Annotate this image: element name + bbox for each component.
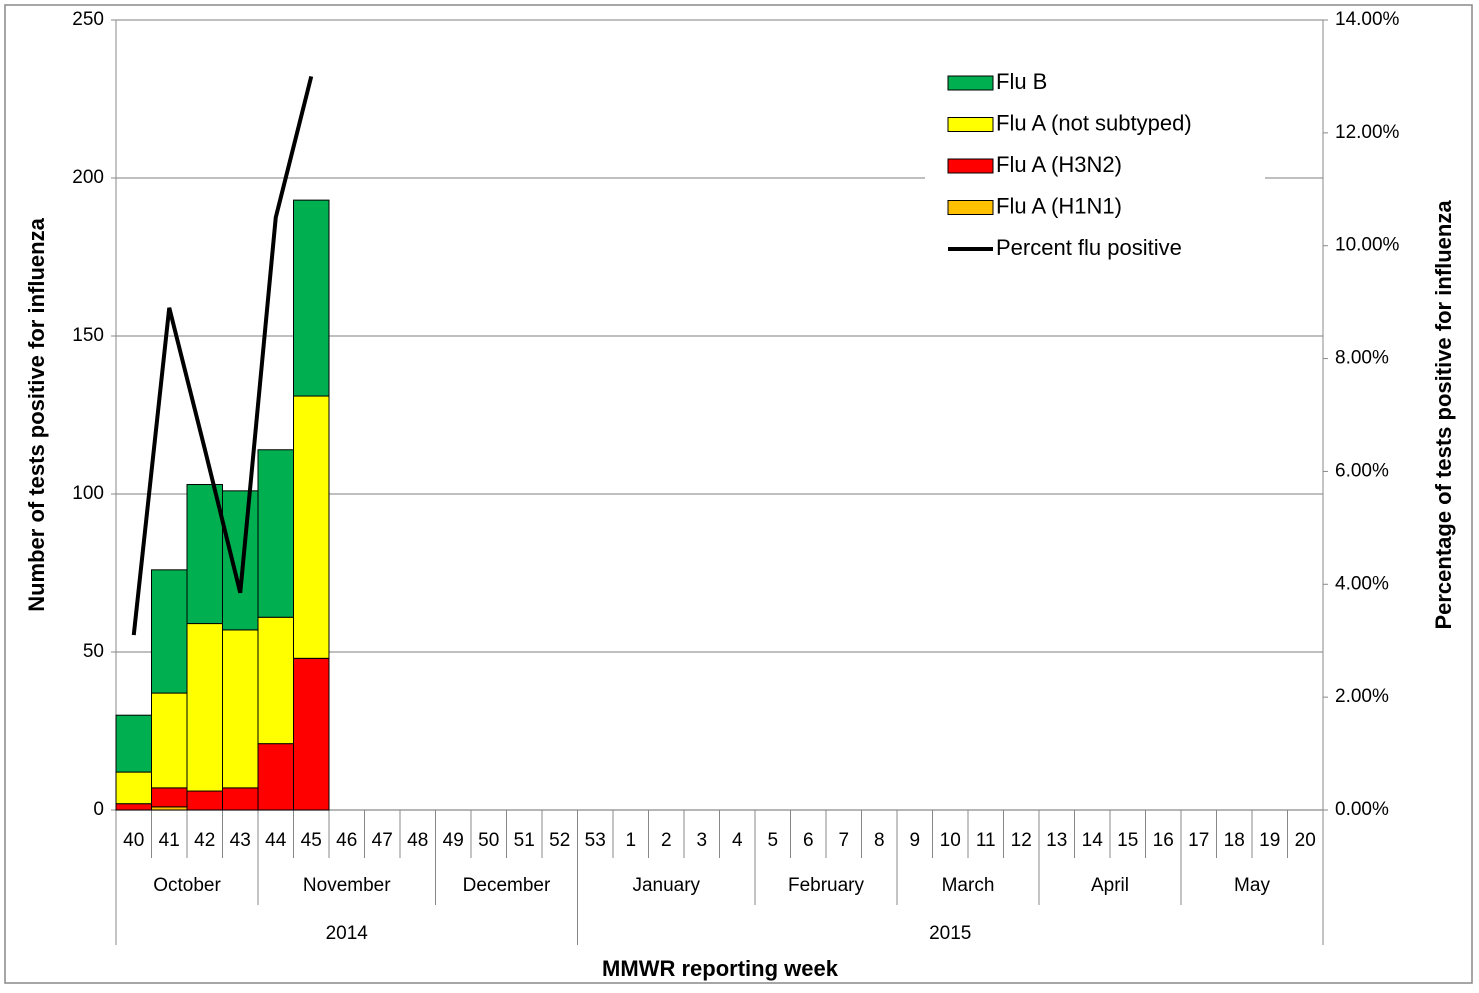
x-axis-title: MMWR reporting week — [602, 956, 839, 981]
x-tick-label: 48 — [407, 830, 428, 851]
line — [131, 75, 314, 636]
x-tick-label: 6 — [803, 830, 814, 851]
legend-swatch — [947, 117, 994, 132]
bar-segment — [222, 629, 259, 789]
x-tick-label: 5 — [767, 830, 778, 851]
bar-segment — [186, 484, 223, 625]
x-tick-label: 50 — [478, 830, 499, 851]
y2-tick-label: 10.00% — [1335, 235, 1400, 256]
x-tick-label: 20 — [1295, 830, 1316, 851]
month-label: January — [632, 875, 700, 896]
bar-segment — [186, 623, 223, 792]
x-tick-label: 53 — [585, 830, 606, 851]
year-label: 2015 — [929, 923, 971, 944]
x-tick-label: 13 — [1046, 830, 1067, 851]
legend-label: Flu B — [996, 69, 1047, 94]
legend-label: Flu A (H1N1) — [996, 193, 1122, 218]
x-tick-label: 1 — [625, 830, 636, 851]
bar-segment — [115, 803, 152, 811]
month-label: December — [463, 875, 551, 896]
bar-segment — [293, 199, 330, 397]
x-tick-label: 43 — [230, 830, 251, 851]
x-tick-label: 2 — [661, 830, 672, 851]
bar-segment — [222, 490, 259, 631]
x-tick-label: 9 — [909, 830, 920, 851]
y2-tick-label: 12.00% — [1335, 122, 1400, 143]
x-tick-label: 4 — [732, 830, 743, 851]
month-label: April — [1091, 875, 1129, 896]
legend-label: Percent flu positive — [996, 235, 1182, 260]
month-label: May — [1234, 875, 1270, 896]
legend-label: Flu A (H3N2) — [996, 152, 1122, 177]
y-axis-title: Number of tests positive for influenza — [24, 217, 49, 611]
y2-tick-label: 8.00% — [1335, 348, 1389, 369]
x-tick-label: 11 — [976, 830, 996, 851]
x-tick-label: 14 — [1082, 830, 1104, 851]
y2-tick-label: 14.00% — [1335, 9, 1400, 30]
bar-segment — [115, 714, 152, 773]
x-tick-label: 51 — [514, 830, 535, 851]
bar-segment — [115, 771, 152, 805]
x-tick-label: 42 — [194, 830, 215, 851]
x-tick-label: 15 — [1117, 830, 1138, 851]
y-tick-label: 0 — [93, 799, 104, 820]
bar-segment — [293, 657, 330, 811]
month-label: March — [942, 875, 995, 896]
x-tick-label: 44 — [265, 830, 287, 851]
bar-segment — [151, 787, 188, 808]
legend-swatch — [947, 200, 994, 215]
x-tick-label: 41 — [159, 830, 180, 851]
year-label: 2014 — [326, 923, 369, 944]
x-tick-label: 7 — [838, 830, 849, 851]
x-tick-label: 46 — [336, 830, 357, 851]
month-label: February — [788, 875, 865, 896]
x-tick-label: 18 — [1224, 830, 1245, 851]
y-tick-label: 50 — [83, 641, 104, 662]
y-tick-label: 100 — [72, 483, 104, 504]
x-tick-label: 16 — [1153, 830, 1174, 851]
y2-axis-title: Percentage of tests positive for influen… — [1431, 200, 1456, 630]
x-tick-label: 3 — [696, 830, 707, 851]
y-tick-label: 200 — [72, 167, 104, 188]
x-tick-label: 47 — [372, 830, 393, 851]
y2-tick-label: 6.00% — [1335, 460, 1389, 481]
month-label: October — [153, 875, 221, 896]
x-tick-label: 49 — [443, 830, 464, 851]
legend-swatch — [947, 158, 994, 174]
y2-tick-label: 2.00% — [1335, 686, 1389, 707]
y-tick-label: 250 — [72, 9, 104, 30]
y2-tick-label: 4.00% — [1335, 573, 1389, 594]
x-tick-label: 19 — [1259, 830, 1280, 851]
bar-segment — [222, 787, 259, 811]
bar-segment — [293, 395, 330, 659]
x-tick-label: 17 — [1188, 830, 1209, 851]
legend-label: Flu A (not subtyped) — [996, 110, 1192, 135]
bar-segment — [151, 692, 188, 789]
x-tick-label: 10 — [940, 830, 961, 851]
y2-tick-label: 0.00% — [1335, 799, 1389, 820]
x-tick-label: 12 — [1011, 830, 1032, 851]
bar-segment — [257, 743, 294, 811]
y-tick-label: 150 — [72, 325, 104, 346]
bar-segment — [257, 616, 294, 745]
x-tick-label: 40 — [123, 830, 144, 851]
bar-segment — [151, 569, 188, 694]
x-tick-label: 45 — [301, 830, 322, 851]
x-tick-label: 52 — [549, 830, 570, 851]
x-tick-label: 8 — [874, 830, 885, 851]
bar-segment — [186, 790, 223, 811]
month-label: November — [303, 875, 391, 896]
bar-segment — [257, 449, 294, 618]
legend-swatch — [947, 75, 994, 91]
